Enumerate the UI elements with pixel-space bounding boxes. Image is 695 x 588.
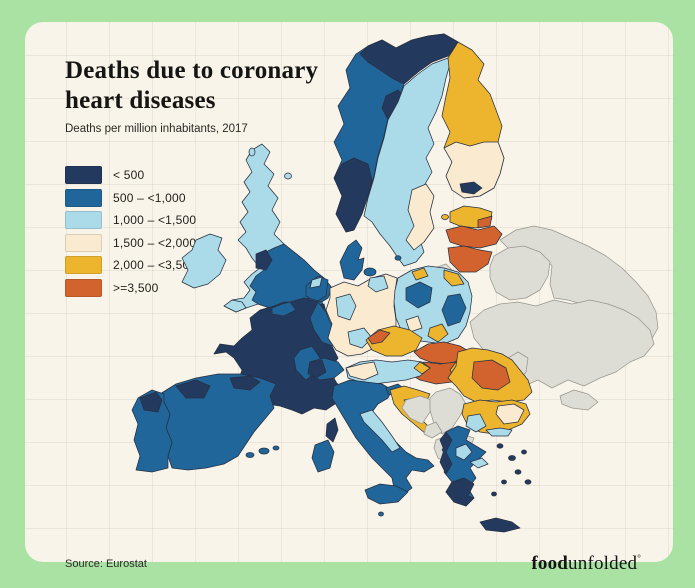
legend-row: 1,500 – <2,000: [65, 232, 196, 255]
balearic-islands-2: [258, 447, 270, 455]
legend-swatch-band3: [65, 233, 102, 252]
country-denmark: [339, 239, 365, 281]
country-sweden: [363, 57, 451, 267]
region-cornwall: [223, 299, 247, 313]
legend-row: < 500: [65, 164, 196, 187]
legend-row: 1,000 – <1,500: [65, 209, 196, 232]
aegean-island-1: [496, 443, 504, 449]
legend-label: 500 – <1,000: [113, 190, 186, 205]
orkney-islands: [284, 172, 292, 180]
page-title: Deaths due to coronary heart diseases: [65, 57, 319, 114]
region-poland-south: [427, 323, 449, 343]
region-germany-south: [347, 327, 373, 349]
aegean-island-2: [508, 455, 516, 461]
legend-swatch-band0: [65, 166, 102, 185]
country-montenegro: [423, 421, 443, 439]
legend-swatch-band5: [65, 278, 102, 297]
source-text: Source: Eurostat: [65, 558, 147, 570]
region-norway-north: [359, 33, 459, 85]
country-lithuania: [447, 245, 493, 273]
region-bulgaria-southwest: [465, 413, 487, 433]
region-bulgaria-south: [485, 427, 513, 437]
region-poland-northwest: [405, 281, 433, 309]
country-belarus: [489, 245, 551, 301]
brand-trademark: °: [637, 553, 641, 563]
region-germany-west: [335, 293, 357, 321]
region-austria-east: [413, 361, 431, 375]
island-euboea: [469, 457, 489, 469]
aegean-island-5: [501, 479, 507, 485]
aegean-island-6: [524, 479, 532, 485]
denmark-islands: [363, 267, 377, 277]
balearic-islands-3: [272, 445, 280, 451]
region-sweden-southeast: [405, 183, 435, 251]
legend-label: 1,500 – <2,000: [113, 235, 197, 250]
region-poland-nw-corner: [411, 267, 429, 281]
legend-label: 1,000 – <1,500: [113, 213, 197, 228]
region-switzerland-west: [307, 359, 327, 379]
region-poland-northeast: [443, 269, 465, 287]
brand-bold: food: [531, 553, 569, 574]
region-spain-north-centre: [175, 379, 211, 399]
balearic-islands-1: [245, 452, 255, 458]
region-germany-north: [367, 275, 389, 293]
shetland-islands: [248, 147, 256, 157]
page-subtitle: Deaths per million inhabitants, 2017: [65, 123, 248, 135]
region-romania-centre: [471, 359, 511, 391]
legend-swatch-band2: [65, 211, 102, 230]
region-italy-centre: [359, 409, 401, 453]
region-france-north-coast: [271, 301, 297, 317]
aegean-island-4: [514, 469, 522, 475]
region-greece-thessaly: [455, 443, 473, 461]
country-latvia: [445, 225, 503, 249]
region-austria-west: [345, 361, 379, 381]
legend-row: 2,000 – <3,500: [65, 254, 196, 277]
region-bulgaria-centre: [495, 403, 525, 425]
island-corsica: [325, 417, 339, 443]
region-finland-south: [443, 141, 505, 199]
region-greece-west: [439, 431, 453, 475]
island-sardinia: [311, 439, 335, 473]
legend-row: >=3,500: [65, 277, 196, 300]
legend-label: >=3,500: [113, 280, 159, 295]
island-sicily: [364, 483, 409, 505]
region-estonia-southeast: [477, 215, 493, 229]
legend-label: < 500: [113, 168, 145, 183]
bornholm-island: [394, 255, 402, 261]
country-bosnia: [401, 395, 433, 425]
legend-label: 2,000 – <3,500: [113, 258, 197, 273]
region-norway-south: [333, 157, 373, 233]
region-greece-peloponnese: [445, 477, 475, 507]
region-poland-east: [441, 293, 467, 327]
island-malta: [378, 511, 384, 517]
legend-row: 500 – <1,000: [65, 187, 196, 210]
country-serbia: [429, 387, 467, 435]
country-spain: [159, 373, 277, 471]
brand-regular: unfolded: [568, 553, 638, 574]
region-nw-england: [255, 249, 273, 271]
country-portugal: [131, 389, 173, 473]
country-crimea: [559, 389, 599, 411]
region-portugal-north: [139, 391, 163, 413]
region-finland-capital: [459, 181, 483, 195]
brand-logo: foodunfolded°: [531, 553, 641, 575]
estonia-islands: [441, 214, 449, 220]
region-spain-north-east: [229, 375, 261, 391]
country-ireland: [181, 233, 227, 289]
region-czechia-northwest: [367, 329, 391, 345]
legend: < 500 500 – <1,000 1,000 – <1,500 1,500 …: [65, 164, 196, 299]
legend-swatch-band1: [65, 188, 102, 207]
aegean-island-7: [491, 491, 497, 497]
region-poland-southwest: [405, 315, 423, 333]
region-netherlands-north: [309, 276, 323, 289]
island-crete: [479, 517, 521, 533]
aegean-island-3: [521, 449, 527, 455]
legend-swatch-band4: [65, 256, 102, 275]
